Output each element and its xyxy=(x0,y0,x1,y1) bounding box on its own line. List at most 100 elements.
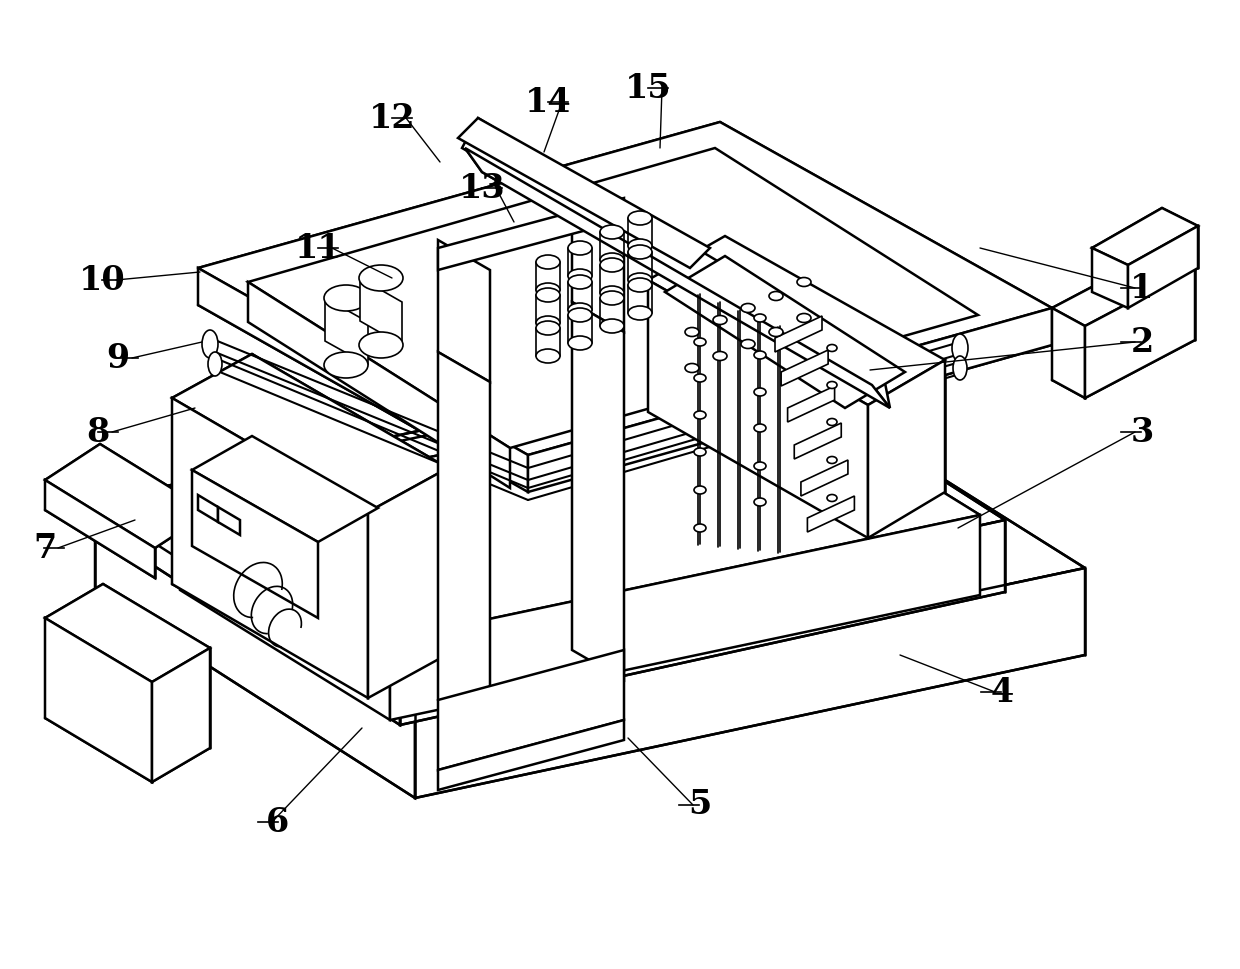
Ellipse shape xyxy=(754,388,766,396)
Ellipse shape xyxy=(324,285,368,311)
Ellipse shape xyxy=(536,283,560,297)
Polygon shape xyxy=(795,423,841,459)
Polygon shape xyxy=(180,385,980,640)
Ellipse shape xyxy=(568,303,591,317)
Ellipse shape xyxy=(713,352,727,360)
Ellipse shape xyxy=(694,374,706,382)
Polygon shape xyxy=(665,256,905,408)
Polygon shape xyxy=(1128,226,1198,308)
Text: 8: 8 xyxy=(87,416,109,449)
Ellipse shape xyxy=(754,351,766,359)
Ellipse shape xyxy=(797,277,811,287)
Ellipse shape xyxy=(600,253,624,267)
Polygon shape xyxy=(192,436,378,542)
Text: 4: 4 xyxy=(991,675,1013,708)
Polygon shape xyxy=(218,507,241,535)
Ellipse shape xyxy=(827,456,837,463)
Ellipse shape xyxy=(536,321,560,335)
Polygon shape xyxy=(95,365,1085,710)
Ellipse shape xyxy=(600,291,624,305)
Ellipse shape xyxy=(568,275,591,289)
Ellipse shape xyxy=(694,524,706,532)
Polygon shape xyxy=(438,240,490,382)
Ellipse shape xyxy=(742,339,755,349)
Polygon shape xyxy=(1052,308,1085,398)
Polygon shape xyxy=(391,515,980,720)
Ellipse shape xyxy=(769,292,782,300)
Ellipse shape xyxy=(694,486,706,494)
Polygon shape xyxy=(45,618,153,782)
Ellipse shape xyxy=(627,239,652,253)
Ellipse shape xyxy=(568,336,591,350)
Text: 12: 12 xyxy=(368,102,415,135)
Text: 11: 11 xyxy=(295,232,341,265)
Text: 7: 7 xyxy=(33,532,57,565)
Polygon shape xyxy=(807,496,854,532)
Polygon shape xyxy=(775,316,822,352)
Ellipse shape xyxy=(627,278,652,292)
Ellipse shape xyxy=(627,306,652,320)
Polygon shape xyxy=(192,470,317,618)
Text: 14: 14 xyxy=(525,85,572,118)
Ellipse shape xyxy=(627,273,652,287)
Polygon shape xyxy=(172,398,368,698)
Text: 5: 5 xyxy=(688,789,712,822)
Ellipse shape xyxy=(684,328,699,336)
Polygon shape xyxy=(198,122,1052,455)
Polygon shape xyxy=(401,520,1004,725)
Polygon shape xyxy=(463,118,890,408)
Ellipse shape xyxy=(952,334,968,362)
Polygon shape xyxy=(415,568,1085,798)
Polygon shape xyxy=(868,360,945,538)
Ellipse shape xyxy=(324,352,368,378)
Polygon shape xyxy=(172,354,448,512)
Ellipse shape xyxy=(954,356,967,380)
Ellipse shape xyxy=(568,308,591,322)
Polygon shape xyxy=(801,460,848,496)
Polygon shape xyxy=(528,308,1052,492)
Ellipse shape xyxy=(568,241,591,255)
Polygon shape xyxy=(787,386,835,422)
Polygon shape xyxy=(781,350,828,386)
Polygon shape xyxy=(148,358,1004,652)
Ellipse shape xyxy=(827,345,837,352)
Polygon shape xyxy=(1085,268,1195,398)
Ellipse shape xyxy=(600,225,624,239)
Polygon shape xyxy=(649,280,868,538)
Ellipse shape xyxy=(797,314,811,323)
Ellipse shape xyxy=(202,330,218,358)
Polygon shape xyxy=(198,495,218,522)
Ellipse shape xyxy=(827,419,837,425)
Text: 13: 13 xyxy=(459,172,506,204)
Ellipse shape xyxy=(536,288,560,302)
Ellipse shape xyxy=(694,411,706,419)
Ellipse shape xyxy=(536,316,560,330)
Ellipse shape xyxy=(536,255,560,269)
Text: 9: 9 xyxy=(107,341,129,374)
Polygon shape xyxy=(649,236,945,405)
Polygon shape xyxy=(438,650,624,770)
Polygon shape xyxy=(95,505,415,798)
Polygon shape xyxy=(1092,208,1198,265)
Text: 1: 1 xyxy=(1131,271,1153,304)
Ellipse shape xyxy=(713,316,727,325)
Ellipse shape xyxy=(627,245,652,259)
Polygon shape xyxy=(1092,248,1128,308)
Polygon shape xyxy=(148,490,401,725)
Ellipse shape xyxy=(536,349,560,363)
Polygon shape xyxy=(438,352,490,730)
Polygon shape xyxy=(45,480,155,578)
Ellipse shape xyxy=(827,382,837,389)
Ellipse shape xyxy=(600,319,624,333)
Polygon shape xyxy=(45,444,210,548)
Polygon shape xyxy=(438,720,624,790)
Ellipse shape xyxy=(627,211,652,225)
Ellipse shape xyxy=(769,328,782,336)
Ellipse shape xyxy=(754,498,766,506)
Ellipse shape xyxy=(694,338,706,346)
Text: 3: 3 xyxy=(1131,416,1153,449)
Ellipse shape xyxy=(754,462,766,470)
Polygon shape xyxy=(465,148,890,408)
Polygon shape xyxy=(180,510,391,720)
Polygon shape xyxy=(458,118,711,268)
